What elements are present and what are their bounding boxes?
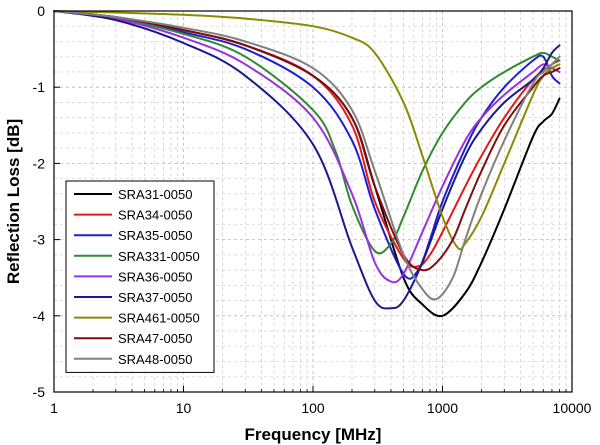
- x-tick-label: 100: [301, 400, 325, 416]
- y-tick-label: -1: [33, 79, 46, 95]
- legend-label: SRA35-0050: [118, 228, 192, 243]
- legend-label: SRA47-0050: [118, 331, 192, 346]
- series-line-sra331-0050: [53, 10, 561, 255]
- legend: SRA31-0050 SRA34-0050 SRA35-0050 SRA331-005…: [65, 180, 215, 373]
- legend-label: SRA31-0050: [118, 187, 192, 202]
- series-line-sra47-0050: [53, 10, 561, 272]
- y-axis-title: Reflection Loss [dB]: [4, 119, 23, 284]
- series-line-sra37-0050: [53, 10, 561, 310]
- axis-ticks: 1 10 100 1000 10000 0 -1 -2 -3 -4 -5: [33, 3, 592, 416]
- legend-label: SRA48-0050: [118, 352, 192, 367]
- x-tick-label: 10: [176, 400, 192, 416]
- legend-label: SRA461-0050: [118, 311, 200, 326]
- y-tick-label: -5: [33, 384, 46, 400]
- series-lines: [53, 10, 561, 318]
- series-line-sra36-0050: [53, 10, 561, 284]
- x-tick-label: 1000: [427, 400, 458, 416]
- y-tick-label: -3: [33, 232, 46, 248]
- x-tick-label: 10000: [553, 400, 592, 416]
- x-tick-label: 1: [50, 400, 58, 416]
- legend-label: SRA37-0050: [118, 290, 192, 305]
- legend-label: SRA34-0050: [118, 208, 192, 223]
- legend-label: SRA36-0050: [118, 269, 192, 284]
- series-line-sra461-0050: [53, 10, 561, 251]
- y-tick-label: -2: [33, 155, 46, 171]
- series-line-sra48-0050: [53, 10, 561, 301]
- y-tick-label: -4: [33, 308, 46, 324]
- legend-label: SRA331-0050: [118, 249, 200, 264]
- y-tick-label: 0: [37, 3, 45, 19]
- x-axis-title: Frequency [MHz]: [245, 425, 382, 444]
